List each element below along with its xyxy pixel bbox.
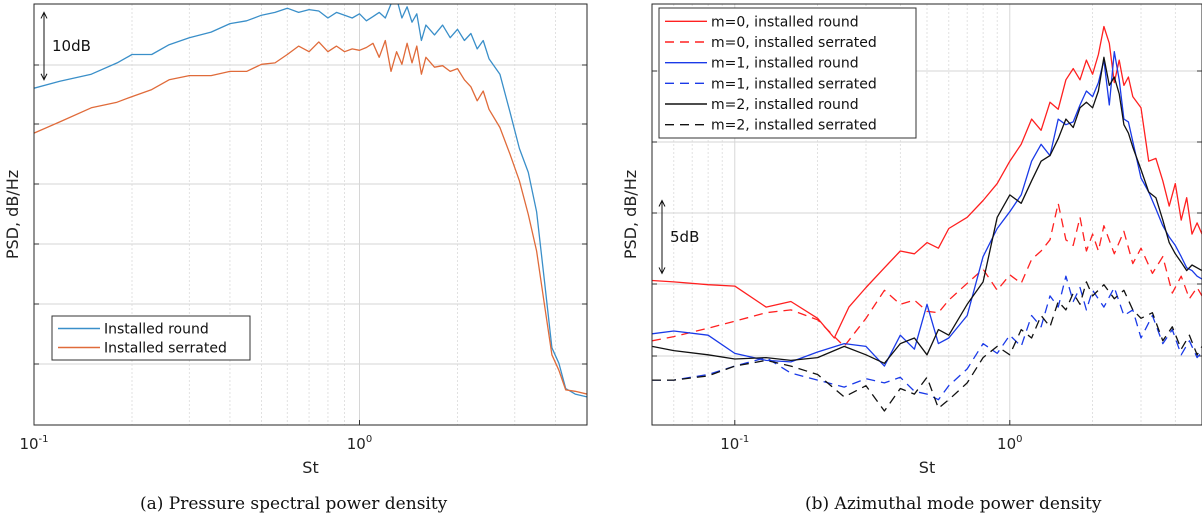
legend: m=0, installed round m=0, installed serra… [658,7,917,139]
scale-arrow-head-bottom [658,267,666,275]
legend-label-6: m=2, installed serrated [711,118,877,134]
legend-label-1: m=0, installed round [711,14,859,30]
x-tick-label: 100 [347,434,372,453]
series-line-5 [652,56,1202,364]
series-line-1 [34,4,587,398]
scale-arrow [40,11,48,81]
x-tick-label: 10-1 [720,434,749,453]
x-tick-exponent: 0 [366,434,372,445]
caption-a: (a) Pressure spectral power density [140,494,448,514]
series-group [652,25,1202,412]
chart-panel-b: 10-1 100 St PSD, dB/Hz 5dB m=0, installed rou… [621,3,1202,477]
scale-arrow-head-bottom [40,73,48,81]
legend-box [658,7,917,139]
series-line-3 [652,51,1202,367]
x-tick-label: 10-1 [19,434,48,453]
legend-label-2: Installed serrated [104,341,227,357]
y-axis-label: PSD, dB/Hz [621,170,640,259]
grid [33,4,588,425]
scale-arrow [658,199,666,275]
scale-label: 10dB [52,37,91,55]
series-line-2 [34,39,587,395]
x-axis-label: St [919,458,935,477]
axes-box [33,3,588,426]
x-tick-label: 100 [997,434,1022,453]
legend-box [51,315,251,361]
series-line-4 [652,275,1202,401]
series-line-1 [652,25,1202,339]
series-line-6 [652,281,1202,412]
scale-arrow-head-top [40,11,48,19]
x-tick-exponent: 0 [1016,434,1022,445]
x-tick-exponent: -1 [39,434,49,445]
series-group [34,4,587,398]
axes-box [651,3,1202,426]
legend: Installed round Installed serrated [51,315,251,361]
legend-label-3: m=1, installed round [711,56,859,72]
legend-label-5: m=2, installed round [711,97,859,113]
legend-label-1: Installed round [104,322,209,338]
scale-arrow-head-top [658,199,666,207]
scale-label: 5dB [670,228,699,246]
y-axis-label: PSD, dB/Hz [3,170,22,259]
series-line-2 [652,202,1202,348]
legend-label-2: m=0, installed serrated [711,35,877,51]
legend-label-4: m=1, installed serrated [711,76,877,92]
caption-b: (b) Azimuthal mode power density [805,494,1102,514]
x-axis-label: St [302,458,318,477]
x-tick-exponent: -1 [739,434,749,445]
